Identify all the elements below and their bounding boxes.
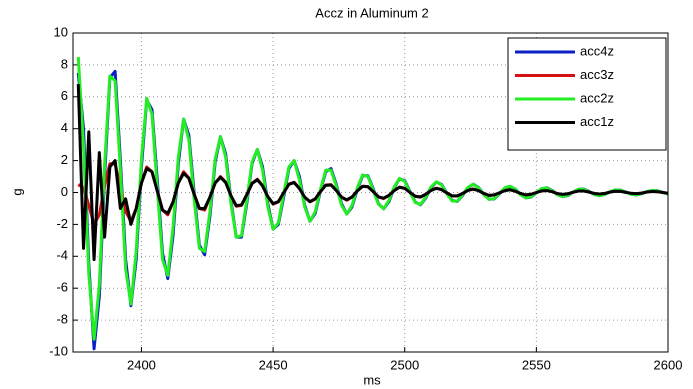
y-tick-label: -8 [56,312,68,327]
y-tick-label: 4 [61,120,68,135]
y-tick-label: 0 [61,184,68,199]
y-tick-label: 6 [61,88,68,103]
y-axis-label: g [9,188,24,195]
legend-label: acc4z [580,43,614,58]
legend-box [507,37,667,151]
plot-frame [72,32,669,353]
y-tick-label: 8 [61,56,68,71]
x-tick-label: 2600 [654,357,683,372]
x-tick-label: 2550 [522,357,551,372]
y-tick-label: -4 [56,248,68,263]
x-tick-label: 2450 [259,357,288,372]
legend-label: acc3z [580,67,614,82]
y-tick-label: 10 [54,24,68,39]
x-tick-label: 2500 [390,357,419,372]
series-line [76,83,668,261]
x-tick-label: 2400 [127,357,156,372]
y-tick-label: -10 [49,343,68,358]
y-tick-label: 2 [61,152,68,167]
y-tick-label: -6 [56,280,68,295]
legend-label: acc2z [580,90,614,105]
legend-label: acc1z [580,114,614,129]
chart-title: Accz in Aluminum 2 [315,5,428,20]
x-axis-label: ms [363,372,381,387]
y-tick-label: -2 [56,216,68,231]
